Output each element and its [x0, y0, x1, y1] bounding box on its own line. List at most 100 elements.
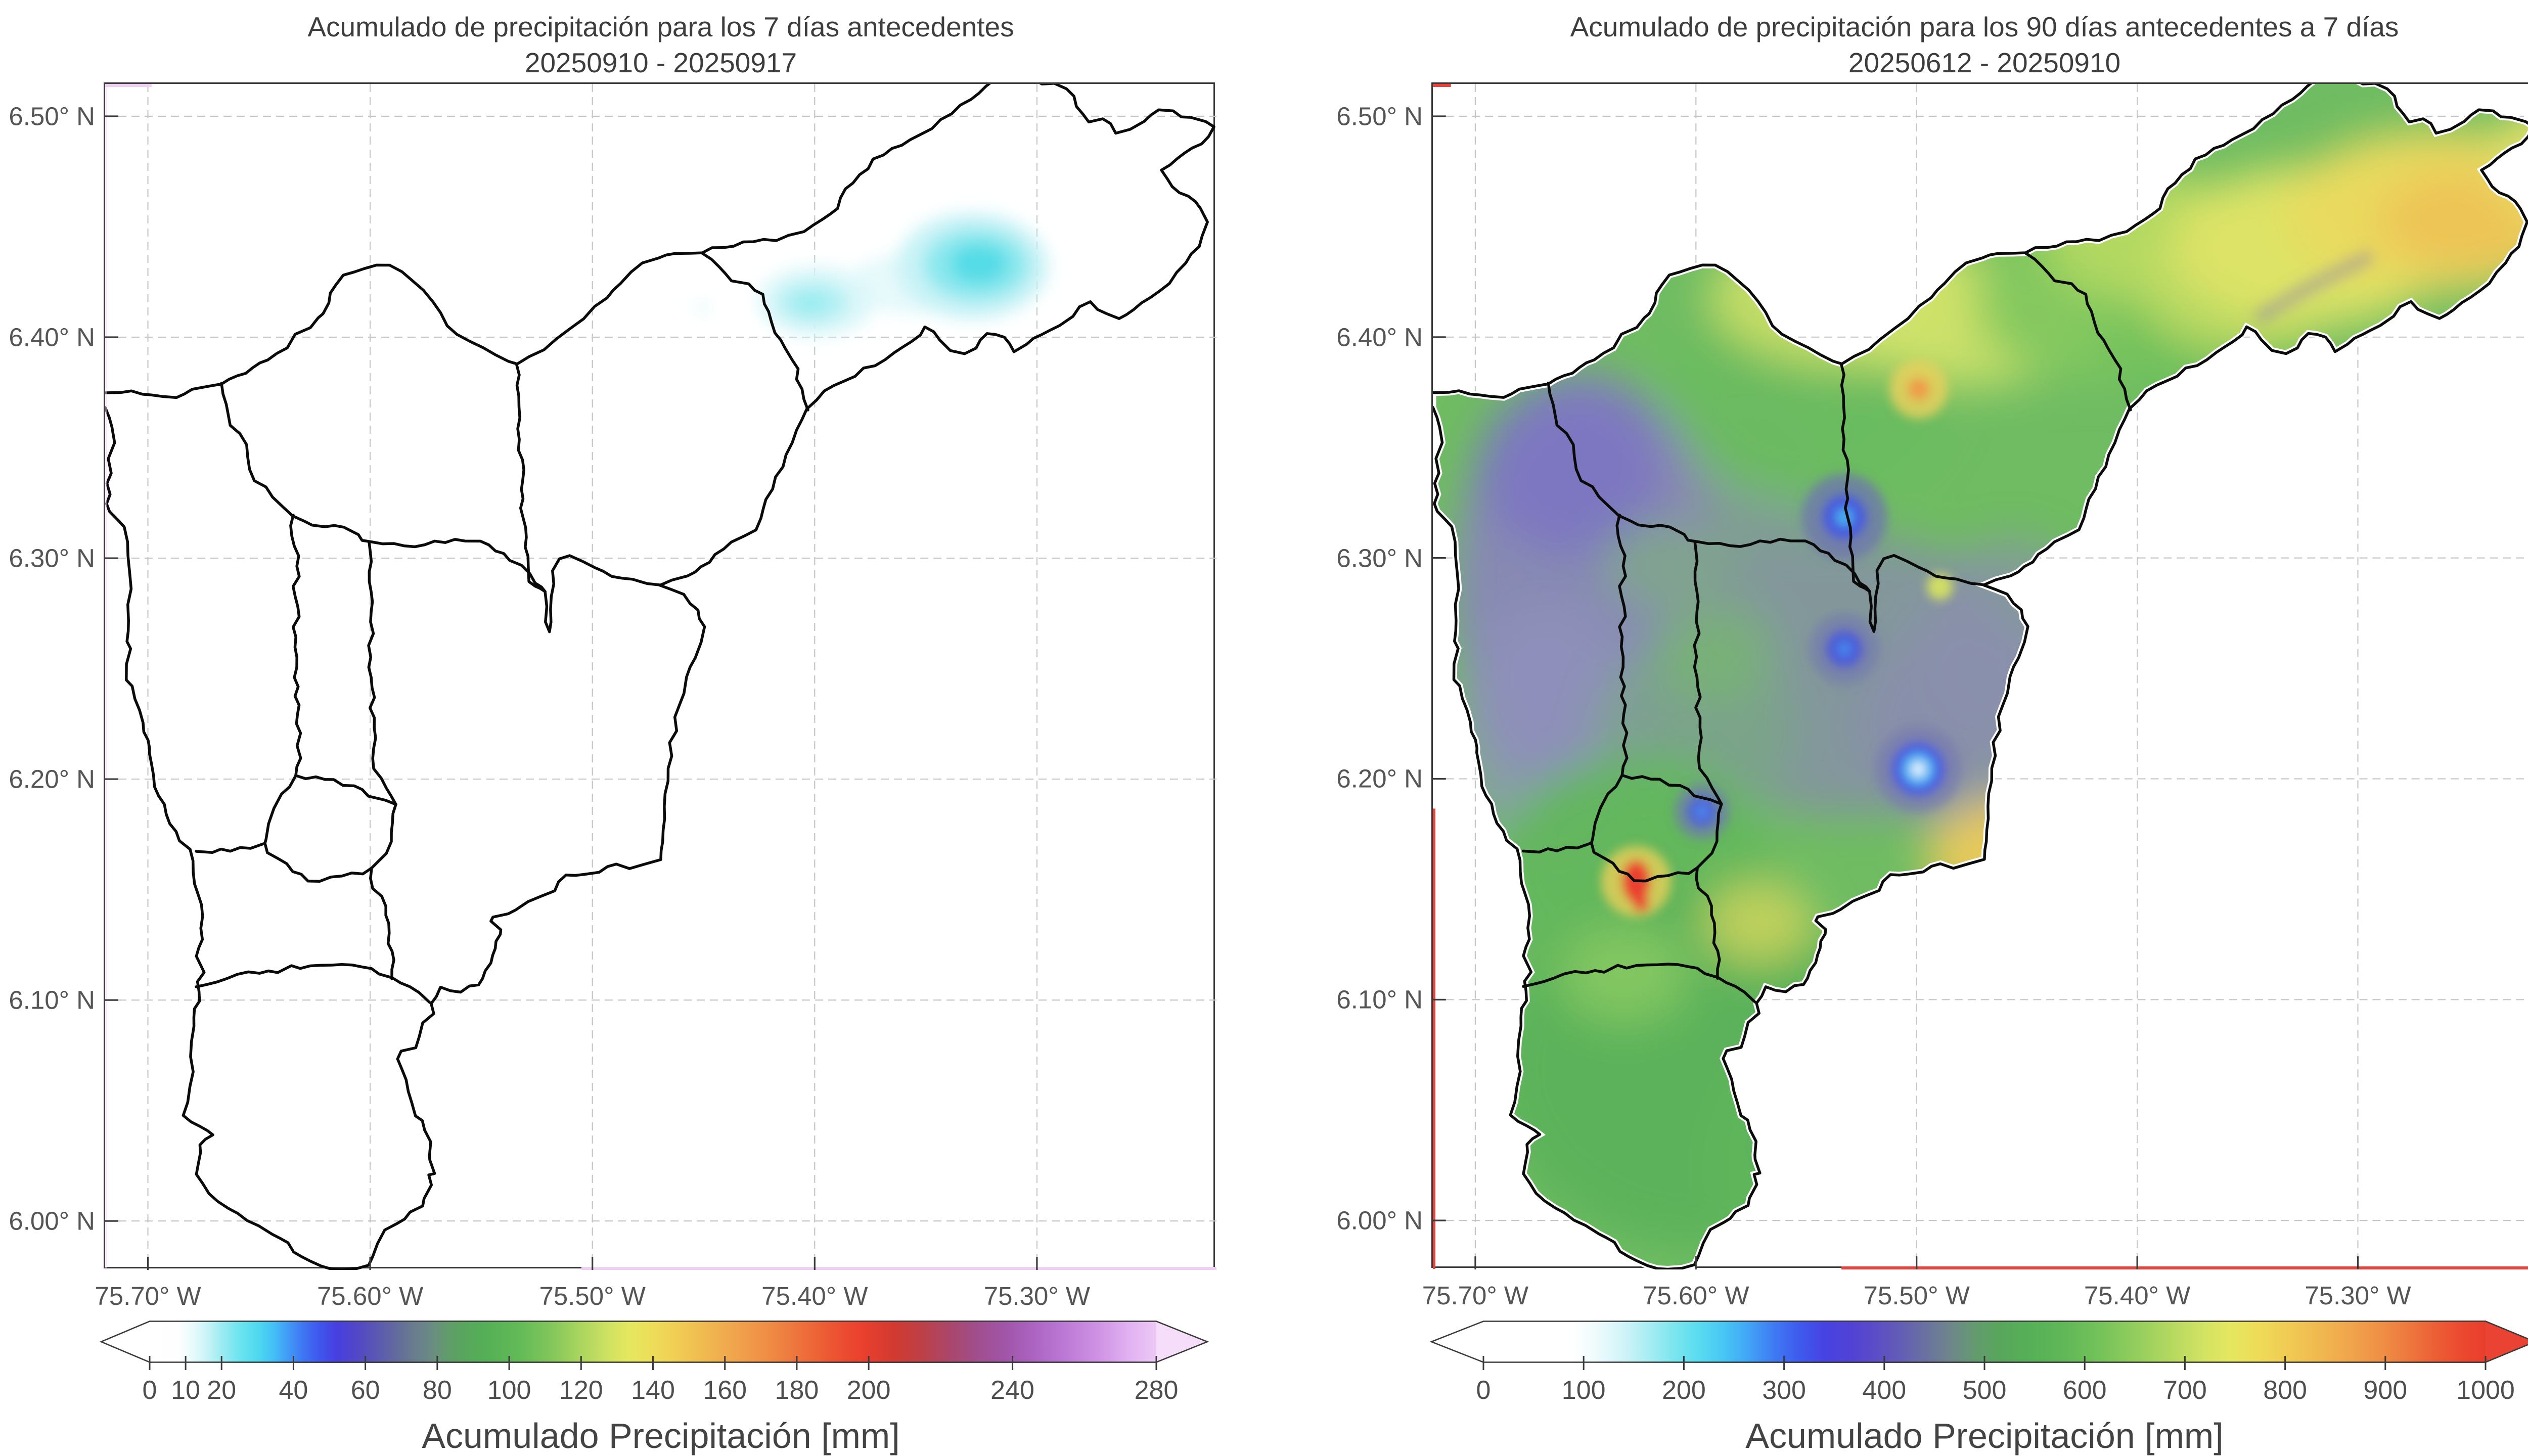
field-dot: [1926, 573, 1953, 600]
internal-boundary: [1521, 841, 1593, 854]
field-dot: [1894, 970, 1916, 993]
internal-boundary: [1693, 540, 1723, 806]
internal-boundary: [1840, 363, 1871, 593]
colorbar-over-arrow: [2486, 1321, 2528, 1363]
lon-tick-label: 75.50° W: [539, 1282, 646, 1310]
colorbar-over-arrow: [1156, 1321, 1207, 1363]
lat-tick-label: 6.00° N: [9, 1206, 95, 1236]
colorbar-tick-label: 40: [279, 1376, 308, 1405]
edge-strip-bottom: [581, 1267, 1216, 1270]
panel-title-left: Acumulado de precipitación para los 7 dí…: [307, 9, 1014, 81]
internal-boundary: [1615, 513, 1629, 777]
map-axes-right: [1431, 82, 2528, 1269]
internal-boundary: [289, 514, 302, 777]
internal-boundary: [1868, 554, 1985, 633]
colorbar-tick-label: 400: [1862, 1376, 1907, 1405]
edge-strip-top: [105, 84, 152, 87]
colorbar-tick-label: 100: [487, 1376, 531, 1405]
colorbar-tick-label: 600: [2062, 1376, 2107, 1405]
lat-tick-label: 6.50° N: [1336, 102, 1423, 131]
lat-tick-label: 6.10° N: [1336, 985, 1423, 1014]
internal-boundary: [1590, 774, 1623, 845]
field-blob: [1919, 538, 2101, 741]
field-dot: [1696, 805, 1708, 818]
internal-boundary: [263, 774, 297, 845]
field-blob: [1924, 796, 2126, 918]
colorbar-under-arrow: [1431, 1321, 1483, 1363]
field-blob: [1493, 892, 1895, 1247]
colorbar-under-arrow: [101, 1321, 150, 1363]
panel-title-right: Acumulado de precipitación para los 90 d…: [1570, 9, 2399, 81]
field-blob: [1478, 382, 1669, 554]
colorbar-tick-label: 200: [846, 1376, 891, 1405]
internal-boundary: [1695, 866, 1721, 980]
lat-tick-label: 6.10° N: [9, 985, 95, 1015]
rain-cell: [794, 293, 828, 313]
field-dot: [1908, 378, 1930, 400]
title-line1: Acumulado de precipitación para los 7 dí…: [307, 11, 1014, 42]
internal-boundary: [195, 963, 431, 1004]
lat-tick-label: 6.20° N: [1336, 764, 1423, 793]
internal-boundary: [367, 540, 397, 806]
map-svg-left: [105, 84, 1216, 1270]
lat-tick-label: 6.20° N: [9, 764, 95, 794]
field-blob: [1603, 518, 1714, 610]
colorbar-tick-label: 280: [1134, 1376, 1179, 1405]
colorbar-right: [1429, 1321, 2528, 1370]
internal-boundary: [515, 363, 547, 593]
colorbar-tick-label: 240: [990, 1376, 1034, 1405]
raster-edge-strips: [105, 84, 1216, 1270]
axis-ticks: [105, 115, 1038, 1270]
rain-cell: [696, 302, 710, 312]
colorbar-tick-label: 160: [703, 1376, 747, 1405]
title-line2: 20250910 - 20250917: [524, 47, 797, 78]
colorbar-tick-label: 180: [775, 1376, 819, 1405]
colorbar-tick-label: 140: [631, 1376, 675, 1405]
internal-boundary: [1696, 802, 1723, 870]
colorbar-tick-label: 1000: [2456, 1376, 2515, 1405]
colorbar-left: [99, 1321, 1209, 1370]
field-blob: [2005, 842, 2096, 898]
gridlines: [105, 84, 1216, 1270]
colorbar-tick-label: 80: [422, 1376, 452, 1405]
lon-tick-label: 75.70° W: [1422, 1281, 1529, 1310]
lon-tick-label: 75.40° W: [761, 1282, 868, 1310]
internal-boundary: [370, 803, 397, 870]
lon-tick-label: 75.50° W: [1863, 1281, 1970, 1310]
colorbar-axis-label: Acumulado Precipitación [mm]: [1745, 1416, 2224, 1455]
internal-boundary: [195, 842, 266, 854]
field-blob: [1558, 923, 1689, 1024]
map-svg-right: [1433, 84, 2528, 1269]
axis-ticks: [1433, 115, 2359, 1269]
internal-boundary: [263, 842, 373, 883]
lon-tick-label: 75.60° W: [317, 1282, 424, 1310]
colorbar-tick-label: 60: [350, 1376, 380, 1405]
colorbar-tick-label: 20: [207, 1376, 237, 1405]
colorbar-tick-label: 100: [1561, 1376, 1606, 1405]
internal-boundary: [1547, 381, 1871, 593]
lon-tick-label: 75.40° W: [2084, 1281, 2191, 1310]
outer-boundary: [1433, 84, 2528, 1269]
field-dot: [1633, 895, 1649, 912]
lat-tick-label: 6.50° N: [9, 102, 95, 131]
colorbar-tick-label: 700: [2163, 1376, 2207, 1405]
colorbar-tick-label: 500: [1962, 1376, 2007, 1405]
internal-boundary: [1620, 774, 1723, 806]
municipality-boundaries: [105, 84, 1215, 1270]
colorbar-tick-label: 200: [1662, 1376, 1706, 1405]
internal-boundary: [220, 382, 547, 593]
map-axes-left: [104, 82, 1216, 1270]
title-line1: Acumulado de precipitación para los 90 d…: [1570, 11, 2399, 42]
colorbar-axis-label: Acumulado Precipitación [mm]: [422, 1416, 900, 1455]
municipality-boundaries: [1433, 84, 2528, 1269]
rain-cells-layer: [696, 213, 1048, 337]
outer-boundary: [105, 84, 1215, 1270]
edge-strip-left: [1433, 808, 1435, 1269]
field-dot: [1837, 642, 1852, 656]
colorbar-tick-label: 900: [2363, 1376, 2408, 1405]
title-line2: 20250612 - 20250910: [1848, 47, 2121, 78]
lat-tick-label: 6.40° N: [1336, 323, 1423, 352]
edge-strip-bottom: [1841, 1266, 2528, 1269]
field-dot: [1912, 762, 1925, 776]
